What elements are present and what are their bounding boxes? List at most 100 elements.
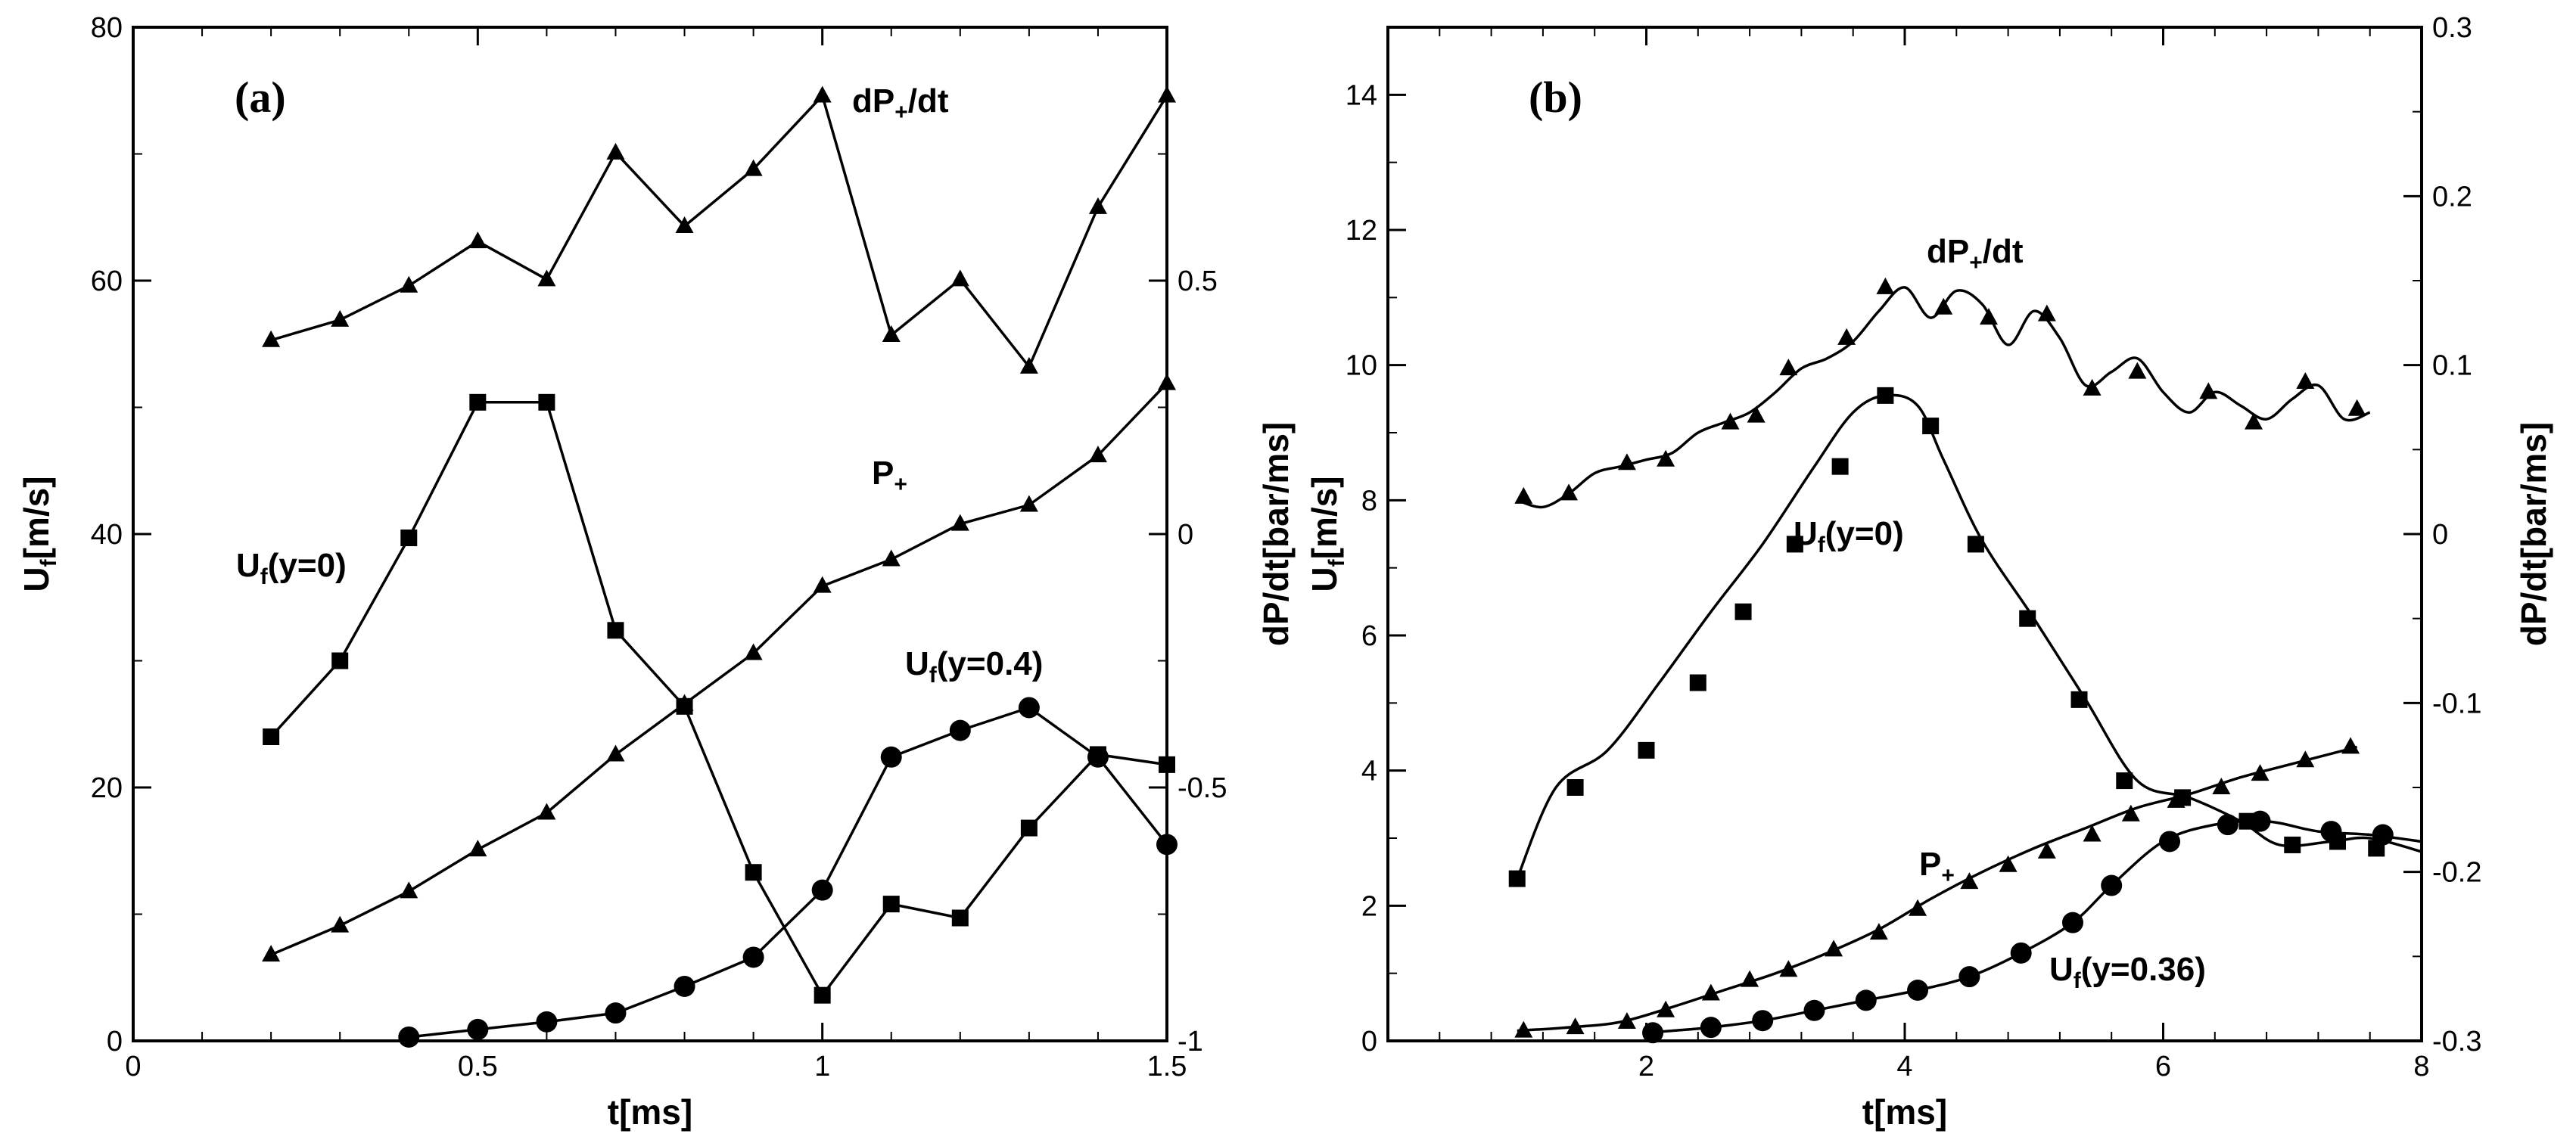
panel-b-series-line <box>1646 819 2422 1035</box>
panel-a-data-point <box>951 909 969 927</box>
panel-a-data-point <box>814 986 831 1004</box>
panel-b-data-point <box>1934 297 1953 315</box>
panel-b-data-point <box>1617 453 1636 471</box>
panel-a-data-point <box>538 393 555 411</box>
panel-a-y-axis-title: Uf[m/s] <box>17 476 61 592</box>
panel-b-series-uf-y-0-36- <box>1642 810 2422 1044</box>
panel-a-series-label-main: P <box>872 455 894 492</box>
panel-b-y-axis-title-tail: [m/s] <box>1305 476 1344 559</box>
panel-a-data-point <box>1020 819 1038 837</box>
panel-a-series-uf-y-0- <box>263 393 1175 1004</box>
panel-b-data-point <box>1514 1020 1533 1038</box>
panel-b-y2-tick-label: 0.1 <box>2432 350 2472 382</box>
panel-a-data-point <box>607 622 624 639</box>
panel-a-data-point <box>675 216 694 233</box>
panel-b-data-point <box>2249 810 2271 832</box>
panel-a-data-point <box>1019 356 1038 374</box>
panel-a-data-point <box>676 697 693 715</box>
panel-a-data-point <box>400 275 418 293</box>
panel-a-series-label: Uf(y=0.4) <box>905 645 1043 688</box>
panel-a-data-point <box>1088 197 1107 214</box>
panel-a-series-label: dP+/dt <box>852 82 949 125</box>
panel-a-data-point <box>1156 834 1178 856</box>
panel-b-data-point <box>2128 362 2147 379</box>
panel-b-data-point <box>1560 483 1579 501</box>
panel-b-y-tick-label: 2 <box>1361 890 1377 922</box>
panel-a-series-label: Uf(y=0) <box>236 547 347 589</box>
panel-b-data-point <box>2251 764 2270 781</box>
panel-b-data-point <box>1752 1010 1774 1032</box>
panel-b-y2-axis-title: dP/dt[bar/ms] <box>2514 422 2553 646</box>
panel-b-series-label: Uf(y=0.36) <box>2049 951 2206 993</box>
panel-b-data-point <box>1967 536 1984 553</box>
panel-a-data-point <box>742 946 764 968</box>
panel-a-x-tick-label: 0.5 <box>458 1051 498 1082</box>
panel-b-x-tick-label: 8 <box>2413 1051 2429 1082</box>
panel-b-data-point <box>1657 1000 1675 1017</box>
panel-b-y-axis: 0 2 4 6 8 10 12 14 <box>1346 26 1406 1058</box>
panel-b-y-tick-label: 6 <box>1361 620 1377 652</box>
panel-b-series-label-main: dP <box>1927 233 1969 270</box>
panel-b-y-axis-title: Uf[m/s] <box>1305 476 1349 592</box>
panel-b-series-dp-dt <box>1514 277 2371 509</box>
panel-a-data-point <box>606 142 625 160</box>
panel-b-data-point <box>1508 870 1526 887</box>
panel-a-series-label-sub: + <box>894 100 908 125</box>
panel-b-y2-tick-label: 0.3 <box>2432 12 2472 44</box>
panel-b-data-point <box>1689 674 1706 691</box>
panel-b-data-point <box>1979 308 1998 325</box>
panel-b-series-uf-y-0- <box>1508 387 2422 887</box>
panel-a-data-point <box>950 514 969 531</box>
panel-b-x-tick-label: 2 <box>1638 1051 1654 1082</box>
panel-b-data-point <box>1837 328 1856 345</box>
panel-a-x-tick-label: 1 <box>814 1051 830 1082</box>
panel-b-data-point <box>1786 536 1803 553</box>
panel-b-data-point <box>2341 737 2360 754</box>
panel-a-data-point <box>882 896 900 913</box>
panel-b-data-point <box>2070 691 2088 708</box>
panel-a-y2-axis: -1 -0.5 0 0.5 <box>1149 26 1227 1058</box>
panel-a-data-point <box>331 309 350 327</box>
panel-b-series-label: Uf(y=0) <box>1794 515 1904 558</box>
panel-b-series-label: P+ <box>1919 846 1955 888</box>
panel-a-y-axis-title-tail: [m/s] <box>17 476 56 559</box>
panel-a-data-point <box>1087 746 1109 768</box>
panel-b-series-label-sub: + <box>1969 250 1983 275</box>
panel-b-series-label: dP+/dt <box>1927 233 2024 275</box>
panel-a-y-axis-title-sub: f <box>36 558 61 567</box>
panel-a-series-line <box>409 706 1168 1039</box>
panel-b-series-label-sub: f <box>2074 968 2082 993</box>
panel-a-series-label-tail: /dt <box>908 82 949 120</box>
panel-b-series-label-tail: (y=0.36) <box>2081 951 2206 988</box>
panel-b-y-axis-title-sub: f <box>1324 558 1349 567</box>
panel-b-data-point <box>1747 405 1766 423</box>
panel-a-y2-tick-label: 0.5 <box>1178 266 1218 297</box>
panel-b-y-tick-label: 10 <box>1346 350 1377 382</box>
panel-b-y-tick-label: 12 <box>1346 215 1377 247</box>
panel-b-data-point <box>1958 966 1980 988</box>
panel-a-data-point <box>537 269 556 287</box>
panel-b-series-label-sub: + <box>1941 863 1955 888</box>
panel-a-y2-tick-label: -1 <box>1178 1026 1203 1058</box>
panel-a-data-point <box>745 864 762 881</box>
panel-a-data-point <box>331 652 349 669</box>
panel-a-y-tick-label: 80 <box>91 12 123 44</box>
panel-a-series-label: P+ <box>872 455 907 497</box>
panel-b-data-point <box>1909 899 1927 916</box>
panel-b-data-point <box>1514 486 1533 504</box>
panel-b-data-point <box>2212 778 2231 794</box>
panel-a-data-point <box>1159 756 1175 773</box>
panel-b-data-point <box>1721 412 1740 430</box>
panel-a-data-point <box>537 803 556 820</box>
panel-b-data-point <box>2167 790 2186 808</box>
panel-a-data-point <box>467 1018 489 1040</box>
panel-b-data-point <box>2245 412 2263 430</box>
panel-a-data-point <box>606 744 625 762</box>
panel-b-series-line <box>1517 745 2358 1033</box>
panel-b: 2 4 6 8 0 2 4 6 8 10 12 14 -0.3 -0.2 -0.1 0 0.1 0.2 0.3 t[m… <box>1305 12 2553 1132</box>
panel-a-frame <box>132 26 1168 1042</box>
panel-b-series-label-main: U <box>2049 951 2074 988</box>
panel-a-y2-axis-title: dP/dt[bar/ms] <box>1256 422 1296 646</box>
panel-a-data-point <box>949 719 971 741</box>
panel-a-data-point <box>468 231 487 249</box>
